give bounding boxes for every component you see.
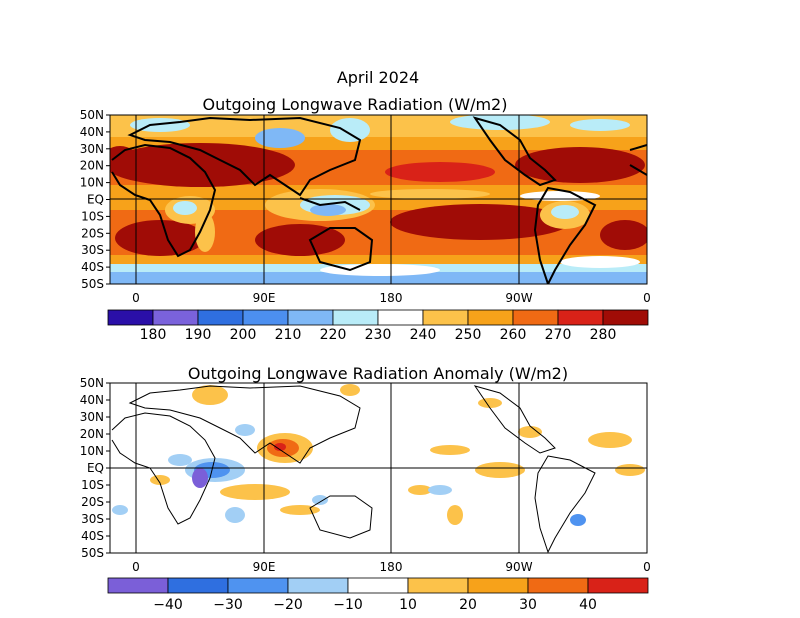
bottom_panel-lat-tick-label: 20S <box>81 495 104 509</box>
top_panel-colorbar-swatch <box>287 309 334 326</box>
bottom-colorbar: −40 −30 −20 −10 10 20 30 40 <box>107 577 649 613</box>
top_panel-lat-tick-label: EQ <box>87 193 104 207</box>
bottom_panel-colorbar-label: 40 <box>579 597 597 613</box>
bottom_panel-lat-tick-label: 50S <box>81 546 104 560</box>
top-lon-labels: 0 90E 180 90W 0 <box>132 291 651 305</box>
top_panel-colorbar-swatch <box>512 309 559 326</box>
top_panel-lat-tick-label: 20N <box>80 159 104 173</box>
top_panel-colorbar-label: 240 <box>410 327 437 343</box>
top_panel-colorbar-swatch <box>557 309 604 326</box>
top_panel-lat-tick-label: 50N <box>80 108 104 122</box>
bottom_panel-lat-tick-label: 10S <box>81 478 104 492</box>
top_panel-colorbar-swatch <box>422 309 469 326</box>
top_panel-colorbar-swatch <box>152 309 199 326</box>
top_panel-colorbar-label: 210 <box>275 327 302 343</box>
top_panel-colorbar-label: 200 <box>230 327 257 343</box>
bottom-lon-labels: 0 90E 180 90W 0 <box>132 560 651 574</box>
bottom-map <box>109 382 648 554</box>
bottom_panel-colorbar-swatch <box>347 577 409 594</box>
bottom_panel-lon-tick-label: 90W <box>505 560 532 574</box>
bottom_panel-colorbar-swatch <box>167 577 229 594</box>
bottom_panel-lat-tick-label: 20N <box>80 427 104 441</box>
bottom_panel-lat-tick-label: 50N <box>80 376 104 390</box>
top-lat-labels: 50N 40N 30N 20N 10N EQ 10S 20S 30S 40S 50S <box>80 108 110 291</box>
bottom_panel-colorbar-swatch <box>527 577 589 594</box>
bottom_panel-colorbar-swatch <box>467 577 529 594</box>
bottom_panel-lon-tick-label: 0 <box>643 560 651 574</box>
bottom-anomaly-field <box>112 384 645 526</box>
top_panel-colorbar-swatch <box>602 309 649 326</box>
top-panel-title: Outgoing Longwave Radiation (W/m2) <box>203 95 508 114</box>
top_panel-colorbar-label: 230 <box>365 327 392 343</box>
bottom_panel-lat-tick-label: 40N <box>80 393 104 407</box>
bottom_panel-colorbar-swatch <box>227 577 289 594</box>
top_panel-lat-tick-label: 20S <box>81 226 104 240</box>
top_panel-lat-tick-label: 50S <box>81 277 104 291</box>
top_panel-colorbar-swatch <box>197 309 244 326</box>
top_panel-lon-tick-label: 90W <box>505 291 532 305</box>
top_panel-colorbar-swatch <box>377 309 424 326</box>
top_panel-lon-tick-label: 180 <box>380 291 403 305</box>
top-map <box>109 114 648 285</box>
bottom_panel-colorbar-swatch <box>107 577 169 594</box>
bottom_panel-colorbar-label: 10 <box>399 597 417 613</box>
bottom-coastlines <box>111 385 596 553</box>
figure-title: April 2024 <box>337 68 419 87</box>
bottom_panel-colorbar-swatch <box>587 577 649 594</box>
top-olr-field <box>110 115 647 284</box>
top_panel-colorbar-label: 180 <box>140 327 167 343</box>
top_panel-colorbar-swatch <box>107 309 154 326</box>
bottom-lat-labels: 50N 40N 30N 20N 10N EQ 10S 20S 30S 40S 50S <box>80 376 110 560</box>
bottom_panel-lon-tick-label: 0 <box>132 560 140 574</box>
top_panel-colorbar-swatch <box>332 309 379 326</box>
bottom_panel-lat-tick-label: 30S <box>81 512 104 526</box>
top_panel-colorbar-label: 250 <box>455 327 482 343</box>
bottom_panel-colorbar-label: 20 <box>459 597 477 613</box>
top_panel-colorbar-swatch <box>467 309 514 326</box>
bottom_panel-colorbar-swatch <box>407 577 469 594</box>
top_panel-colorbar-label: 220 <box>320 327 347 343</box>
bottom_panel-colorbar-label: −30 <box>213 597 243 613</box>
top_panel-colorbar-label: 190 <box>185 327 212 343</box>
bottom_panel-lat-tick-label: 10N <box>80 444 104 458</box>
top_panel-colorbar-label: 260 <box>500 327 527 343</box>
bottom_panel-colorbar-label: 30 <box>519 597 537 613</box>
top-colorbar: 180 190 200 210 220 230 240 250 260 270 280 <box>107 309 649 343</box>
bottom_panel-lat-tick-label: EQ <box>87 461 104 475</box>
bottom_panel-lat-tick-label: 30N <box>80 410 104 424</box>
top_panel-lat-tick-label: 30S <box>81 243 104 257</box>
top-coastlines <box>111 116 647 284</box>
top_panel-lon-tick-label: 0 <box>132 291 140 305</box>
top_panel-lat-tick-label: 10N <box>80 176 104 190</box>
bottom_panel-colorbar-label: −40 <box>153 597 183 613</box>
top_panel-lat-tick-label: 10S <box>81 209 104 223</box>
bottom_panel-lat-tick-label: 40S <box>81 529 104 543</box>
bottom_panel-colorbar-swatch <box>287 577 349 594</box>
bottom-panel-title: Outgoing Longwave Radiation Anomaly (W/m… <box>188 364 568 383</box>
top_panel-lon-tick-label: 90E <box>253 291 276 305</box>
top_panel-lon-tick-label: 0 <box>643 291 651 305</box>
bottom_panel-colorbar-label: −20 <box>273 597 303 613</box>
top_panel-lat-tick-label: 40N <box>80 125 104 139</box>
top_panel-colorbar-swatch <box>242 309 289 326</box>
bottom_panel-lon-tick-label: 180 <box>380 560 403 574</box>
top_panel-colorbar-label: 270 <box>545 327 572 343</box>
bottom_panel-lon-tick-label: 90E <box>253 560 276 574</box>
bottom_panel-colorbar-label: −10 <box>333 597 363 613</box>
top_panel-colorbar-label: 280 <box>590 327 617 343</box>
top_panel-lat-tick-label: 40S <box>81 260 104 274</box>
top_panel-lat-tick-label: 30N <box>80 142 104 156</box>
